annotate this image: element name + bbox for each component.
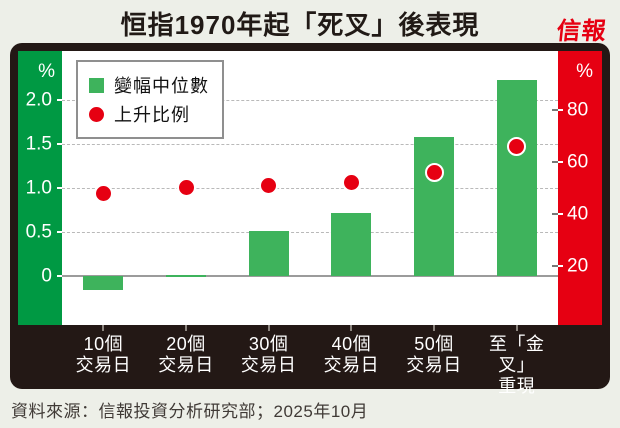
right-axis-tick-label: 20 <box>567 255 589 277</box>
chart-title: 恒指1970年起「死叉」後表現 <box>120 10 480 40</box>
x-tick-mark <box>433 325 436 331</box>
source-note: 資料來源：信報投資分析研究部；2025年10月 <box>11 402 369 421</box>
right-axis-tick-label: 80 <box>567 99 589 120</box>
right-axis-unit: % <box>576 61 593 82</box>
x-category-label-5: 至「金叉」 重現 <box>475 325 558 396</box>
x-category-label-2: 30個 交易日 <box>227 325 310 385</box>
median-change-bar-5 <box>496 80 537 277</box>
median-change-bar-4 <box>414 136 454 277</box>
right-tick-mark <box>552 212 558 215</box>
x-category-label-1: 20個 交易日 <box>145 325 228 385</box>
rise-ratio-swatch-icon <box>89 106 104 122</box>
legend-item-rise-ratio: 上升比例 <box>89 101 209 127</box>
median-change-swatch-icon <box>89 77 104 93</box>
legend-label: 上升比例 <box>114 105 190 125</box>
x-tick-mark <box>102 325 105 331</box>
x-category-label-0: 10個 交易日 <box>62 325 145 385</box>
right-tick-mark <box>552 265 558 267</box>
gridline-1.5 <box>62 143 558 145</box>
left-axis-tick-label: 1.5 <box>25 133 52 155</box>
median-change-bar-3 <box>331 212 372 277</box>
right-axis: % 20 40 60 80 <box>558 51 602 325</box>
median-change-bar-1 <box>166 274 206 277</box>
chart-frame: % 0 0.5 1.0 1.5 2.0 變幅中位數 上升比例 % 20 40 60 80 10… <box>10 43 610 396</box>
left-axis-unit: % <box>38 61 55 82</box>
median-change-bar-0 <box>83 276 124 290</box>
rise-ratio-dot-1 <box>176 178 196 198</box>
x-category-label-3: 40個 交易日 <box>310 325 393 385</box>
rise-ratio-dot-0 <box>93 183 113 203</box>
left-tick-mark <box>57 187 62 189</box>
left-axis-tick-label: 1.0 <box>25 177 52 199</box>
x-tick-mark <box>350 325 353 331</box>
left-tick-mark <box>57 142 62 145</box>
gridline-0.5 <box>62 232 558 234</box>
x-category-label-4: 50個 交易日 <box>393 325 476 385</box>
x-axis-labels: 10個 交易日 20個 交易日 30個 交易日 40個 交易日 50個 交易日 至「金叉」… <box>62 325 558 396</box>
rise-ratio-dot-3 <box>341 173 361 192</box>
left-axis: % 0 0.5 1.0 1.5 2.0 <box>18 51 62 325</box>
right-tick-mark <box>552 108 558 111</box>
rise-ratio-dot-2 <box>259 175 279 195</box>
left-tick-mark <box>57 98 62 101</box>
right-tick-mark <box>558 212 563 215</box>
right-tick-mark <box>558 265 563 267</box>
rise-ratio-dot-5 <box>507 136 527 156</box>
right-axis-tick-label: 60 <box>567 151 589 173</box>
left-axis-tick-label: 0 <box>41 265 52 287</box>
left-tick-mark <box>57 231 62 234</box>
x-tick-mark <box>185 325 187 331</box>
gridline-1 <box>62 188 558 189</box>
right-tick-mark <box>552 160 558 163</box>
x-tick-mark <box>515 325 518 331</box>
hkej-logo: 信報 <box>555 19 608 45</box>
left-axis-tick-label: 0.5 <box>25 221 52 243</box>
gridline-2 <box>62 99 558 101</box>
rise-ratio-dot-4 <box>424 162 444 182</box>
median-change-bar-2 <box>248 231 289 277</box>
right-tick-mark <box>558 108 563 111</box>
legend-item-median-change: 變幅中位數 <box>89 72 209 98</box>
left-axis-tick-label: 2.0 <box>25 89 52 111</box>
right-axis-tick-label: 40 <box>567 203 589 225</box>
x-tick-mark <box>267 325 270 331</box>
zero-line <box>62 275 558 278</box>
legend: 變幅中位數 上升比例 <box>76 60 224 139</box>
left-tick-mark <box>57 275 62 278</box>
plot-area: 變幅中位數 上升比例 <box>62 51 558 325</box>
legend-label: 變幅中位數 <box>114 76 209 96</box>
right-tick-mark <box>558 160 563 163</box>
